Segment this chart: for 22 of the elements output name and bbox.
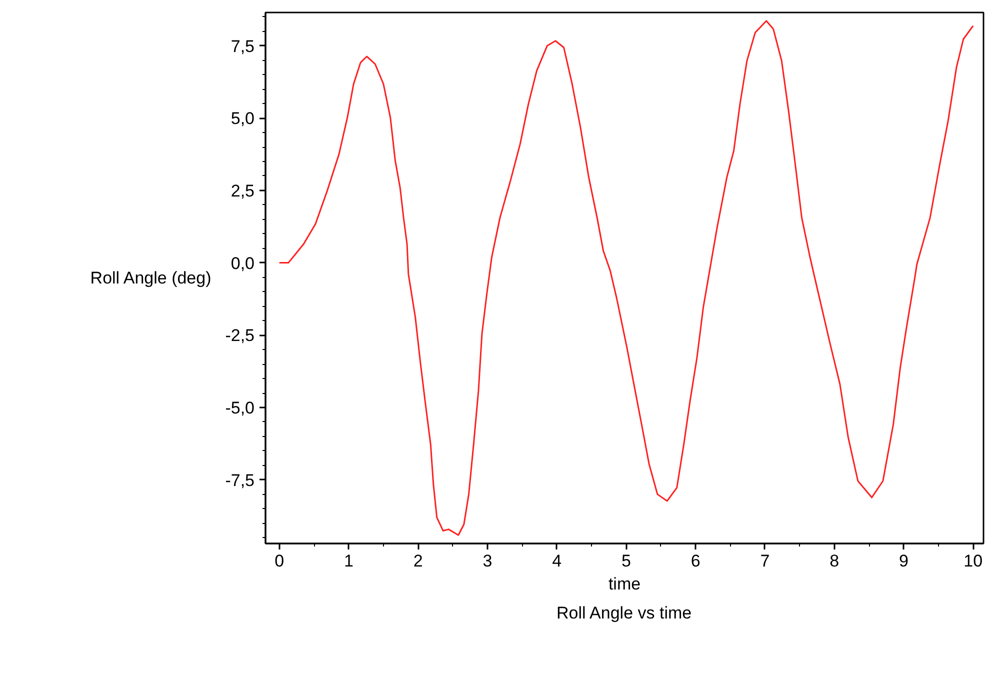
y-tick-label: 0,0 [230, 254, 255, 273]
x-tick-label: 5 [622, 552, 631, 570]
x-tick-label: 1 [344, 552, 354, 570]
y-tick-label: -7,5 [225, 470, 255, 490]
y-tick-label: 2,5 [230, 181, 255, 200]
x-tick-label: 2 [413, 552, 423, 570]
x-axis-title: time [608, 574, 641, 594]
y-axis-title: Roll Angle (deg) [90, 268, 212, 288]
y-tick-label: 7,5 [230, 36, 255, 56]
y-tick-label: -5,0 [225, 398, 255, 418]
x-tick-label: 0 [274, 552, 284, 570]
x-tick-label: 3 [482, 552, 492, 570]
x-tick-label: 4 [552, 552, 562, 570]
x-tick-label: 6 [690, 552, 700, 570]
x-tick-label: 10 [964, 552, 983, 570]
text: Roll Angle vs time [556, 604, 692, 622]
x-tick-label: 9 [898, 552, 908, 570]
x-tick-label: 8 [830, 552, 840, 570]
line-series [278, 20, 974, 536]
y-tick-label: 5,0 [230, 109, 255, 128]
y-tick-label: -2,5 [225, 326, 255, 346]
x-tick-label: 7 [760, 552, 770, 570]
